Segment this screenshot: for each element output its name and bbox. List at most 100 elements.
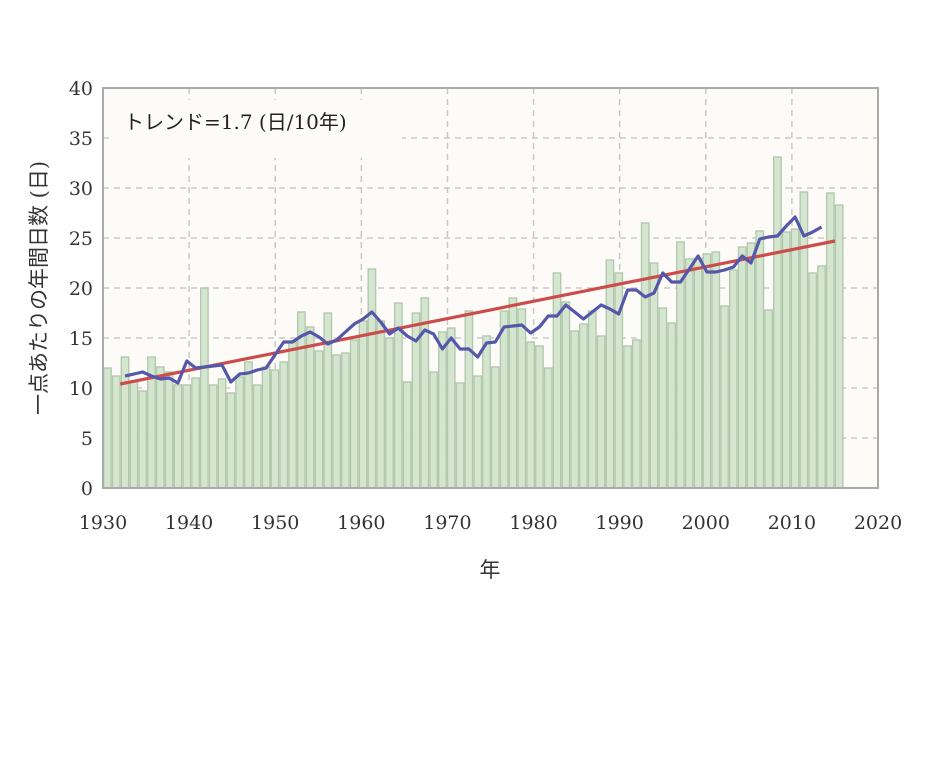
bar [817, 265, 826, 489]
x-tick-label: 1970 [423, 512, 471, 534]
bar [164, 371, 174, 489]
bar [773, 156, 782, 489]
bar [332, 354, 342, 489]
bar [561, 301, 571, 489]
bar [341, 352, 350, 489]
annotation-background [112, 100, 402, 158]
x-tick-label: 1930 [79, 512, 127, 534]
y-tick-label: 15 [69, 328, 93, 350]
y-tick-label: 10 [69, 378, 93, 400]
bar [711, 251, 721, 489]
x-tick-label: 1980 [509, 512, 557, 534]
x-tick-label: 1960 [337, 512, 385, 534]
bar [570, 330, 580, 489]
bar [640, 222, 650, 489]
bar [438, 331, 447, 489]
bar [270, 369, 280, 489]
bar [684, 258, 694, 489]
bar [764, 309, 774, 489]
bar [482, 335, 491, 489]
bar [199, 287, 209, 489]
bar [526, 341, 535, 489]
x-tick-label: 1990 [595, 512, 643, 534]
bar [358, 320, 368, 489]
bar [208, 384, 218, 489]
bar [138, 390, 148, 489]
bar [552, 272, 562, 489]
bar [781, 231, 791, 489]
bar [464, 310, 474, 489]
bar [367, 268, 377, 489]
bar [402, 381, 412, 489]
y-tick-label: 40 [69, 78, 93, 100]
bar [182, 384, 192, 489]
bar [226, 392, 236, 489]
bar [261, 366, 271, 489]
bar [173, 384, 183, 489]
x-tick-label: 2000 [682, 512, 730, 534]
bar [658, 307, 668, 489]
bar [279, 361, 289, 489]
bar [455, 382, 465, 489]
bar [244, 361, 253, 489]
bar [420, 297, 430, 489]
x-tick-label: 1950 [251, 512, 299, 534]
bar [217, 378, 227, 489]
y-tick-label: 5 [81, 428, 93, 450]
bar [579, 323, 588, 489]
y-tick-label: 25 [69, 228, 93, 250]
bar [473, 375, 483, 489]
bar [305, 326, 315, 489]
bar [111, 375, 121, 489]
bar [288, 341, 297, 489]
bar [314, 350, 324, 489]
bar [323, 312, 333, 489]
bar [155, 366, 165, 489]
bar [446, 327, 456, 489]
bar [702, 253, 712, 489]
bar [517, 308, 527, 489]
bar [102, 367, 112, 489]
x-tick-label: 2010 [768, 512, 816, 534]
bar [385, 337, 394, 489]
bar [235, 376, 245, 489]
bar [737, 246, 747, 489]
y-tick-label: 35 [69, 128, 93, 150]
y-tick-label: 30 [69, 178, 93, 200]
plot-frame [102, 87, 879, 489]
y-tick-labels: 0 5 10 15 20 25 30 35 40 [69, 78, 93, 500]
x-tick-label: 2020 [854, 512, 902, 534]
bar [543, 367, 553, 489]
bar [825, 192, 835, 489]
bar [790, 228, 800, 489]
bar [755, 230, 765, 489]
bar [746, 242, 756, 489]
bar [490, 366, 500, 489]
bar [376, 320, 386, 489]
bar [693, 257, 703, 489]
bar [499, 310, 509, 489]
bar [429, 371, 439, 489]
bar [349, 339, 359, 489]
moving-average-line [124, 215, 823, 385]
bar [728, 269, 738, 489]
bar [587, 310, 597, 489]
bar [129, 381, 139, 489]
bar [596, 335, 606, 489]
x-tick-labels: 1930 1940 1950 1960 1970 1980 1990 2000 2010 2020 [79, 512, 902, 534]
y-tick-label: 20 [69, 278, 93, 300]
bar [605, 259, 615, 489]
bar [252, 384, 262, 489]
bar [808, 272, 818, 489]
bar [667, 322, 677, 489]
bar [834, 204, 844, 489]
trend-annotation: トレンド=1.7 (日/10年) [124, 110, 347, 134]
bar [631, 339, 641, 489]
y-tick-label: 0 [81, 478, 93, 500]
x-axis-label: 年 [480, 558, 501, 582]
bar [623, 345, 632, 489]
bar [191, 377, 200, 489]
x-tick-label: 1940 [165, 512, 213, 534]
bar [649, 262, 659, 489]
